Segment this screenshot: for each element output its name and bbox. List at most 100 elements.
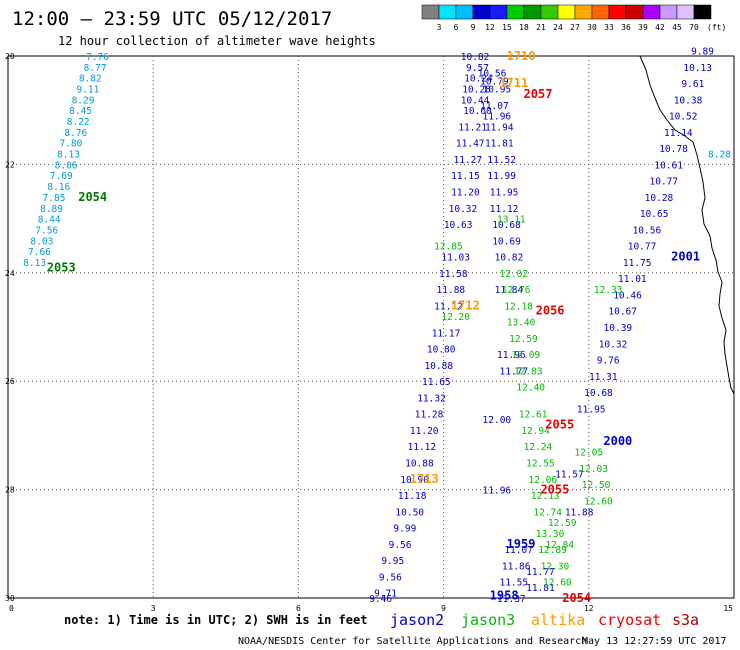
colorbar-label: 6 (454, 23, 459, 32)
swh-point-jason2: 10.88 (405, 459, 434, 470)
colorbar-label: 45 (672, 23, 682, 32)
swh-point-s3a: 8.16 (47, 182, 70, 193)
swh-point-s3a: 7.69 (50, 171, 73, 182)
satellite-jason3: jason3 (461, 611, 515, 629)
swh-point-jason2: 11.03 (441, 253, 470, 264)
colorbar-label: 9 (471, 23, 476, 32)
swh-point-s3a: 8.77 (84, 63, 107, 74)
swh-point-jason2: 11.94 (485, 122, 514, 133)
colorbar-swatch (659, 4, 678, 20)
swh-point-s3a: 8.44 (38, 215, 61, 226)
swh-point-jason2: 10.78 (659, 144, 688, 155)
swh-point-jason3: 12.02 (499, 269, 528, 280)
colorbar-swatch (472, 4, 491, 20)
swh-point-jason2: 11.18 (398, 491, 427, 502)
swh-point-jason3: 12.24 (524, 442, 553, 453)
pass-label: 2000 (603, 434, 632, 448)
pass-label: 2055 (540, 483, 569, 497)
satellite-altika: altika (531, 611, 585, 629)
swh-point-jason2: 10.24 (464, 74, 493, 85)
swh-point-jason2: 10.68 (584, 388, 613, 399)
swh-point-jason2: 10.82 (495, 253, 524, 264)
swh-point-jason3: 12.03 (579, 464, 608, 475)
colorbar-swatch (523, 4, 542, 20)
colorbar-label: 30 (587, 23, 597, 32)
colorbar-swatch (540, 4, 559, 20)
colorbar-swatch (489, 4, 508, 20)
swh-point-jason2: 11.31 (589, 372, 618, 383)
swh-point-jason2: 10.63 (444, 220, 473, 231)
swh-point-jason2: 9.71 (374, 589, 397, 600)
pass-label: 2054 (78, 190, 107, 204)
swh-point-jason2: 11.21 (458, 122, 487, 133)
colorbar-swatch (676, 4, 695, 20)
colorbar-label: 18 (519, 23, 529, 32)
swh-point-s3a: 8.22 (67, 117, 90, 128)
swh-point-jason2: 11.57 (555, 469, 584, 480)
swh-point-jason2: 11.12 (490, 204, 519, 215)
colorbar-label: 42 (655, 23, 665, 32)
swh-point-jason2: 10.46 (613, 290, 642, 301)
swh-point-jason2: 12.00 (483, 415, 512, 426)
swh-point-jason2: 10.79 (480, 76, 509, 87)
colorbar-label: 24 (553, 23, 563, 32)
swh-point-jason2: 11.65 (422, 377, 451, 388)
swh-point-jason2: 9.76 (597, 356, 620, 367)
colorbar-swatch (574, 4, 593, 20)
swh-point-jason2: 9.89 (691, 47, 714, 58)
swh-point-jason2: 10.38 (674, 95, 703, 106)
swh-point-s3a: 8.29 (72, 95, 95, 106)
swh-point-jason2: 10.44 (461, 95, 490, 106)
swh-point-jason2: 11.88 (565, 507, 594, 518)
swh-point-s3a: 7.56 (35, 225, 58, 236)
swh-point-jason2: 11.52 (487, 155, 516, 166)
swh-point-jason2: 11.81 (485, 139, 514, 150)
swh-point-jason3: 12.59 (509, 334, 538, 345)
swh-point-jason3: 13.40 (507, 318, 536, 329)
swh-point-jason2: 11.75 (623, 258, 652, 269)
swh-point-jason3: 12.09 (512, 350, 541, 361)
swh-point-jason2: 10.69 (492, 236, 521, 247)
swh-point-jason2: 11.86 (502, 561, 531, 572)
swh-point-jason2: 11.12 (408, 442, 437, 453)
swh-point-s3a: 8.89 (40, 204, 63, 215)
swh-point-jason2: 10.13 (683, 63, 712, 74)
pass-label: 1710 (507, 49, 536, 63)
swh-point-jason2: 10.80 (427, 345, 456, 356)
colorbar-label: 36 (621, 23, 631, 32)
swh-point-jason3: 12.05 (574, 448, 603, 459)
swh-point-jason2: 9.61 (681, 79, 704, 90)
swh-point-jason2: 10.67 (608, 307, 637, 318)
swh-point-jason2: 9.56 (389, 540, 412, 551)
coastline (639, 55, 735, 395)
swh-point-jason2: 10.32 (599, 339, 628, 350)
colorbar-swatch (693, 4, 712, 20)
swh-point-s3a: 8.13 (23, 258, 46, 269)
y-tick-label: 24 (5, 269, 15, 278)
y-tick-label: 22 (5, 160, 15, 169)
colorbar-legend: 3 6 9 12 15 18 21 24 27 30 33 36 39 42 45 70 (ft) (421, 4, 726, 32)
footer-note: note: 1) Time is in UTC; 2) SWH is in fe… (64, 613, 367, 627)
colorbar-swatch (455, 4, 474, 20)
swh-point-jason2: 10.65 (640, 209, 669, 220)
swh-point-jason3: 12.50 (582, 480, 611, 491)
swh-point-s3a: 7.66 (28, 247, 51, 258)
colorbar-swatch (421, 4, 440, 20)
colorbar-label: 12 (485, 23, 495, 32)
colorbar-label: 33 (604, 23, 614, 32)
colorbar-label: 21 (536, 23, 546, 32)
swh-point-jason2: 11.99 (487, 171, 516, 182)
swh-point-s3a: 8.76 (64, 128, 87, 139)
pass-label: 2054 (562, 591, 591, 605)
colorbar-label: 3 (437, 23, 442, 32)
swh-point-jason3: 13.30 (536, 529, 565, 540)
swh-point-jason2: 10.82 (461, 52, 490, 63)
swh-point-jason3: 12.94 (521, 426, 550, 437)
swh-point-jason2: 11.37 (497, 594, 526, 605)
swh-point-jason2: 10.56 (478, 68, 507, 79)
swh-point-s3a: 8.13 (57, 150, 80, 161)
page-subtitle: 12 hour collection of altimeter wave hei… (58, 34, 376, 48)
colorbar-label: 27 (570, 23, 580, 32)
